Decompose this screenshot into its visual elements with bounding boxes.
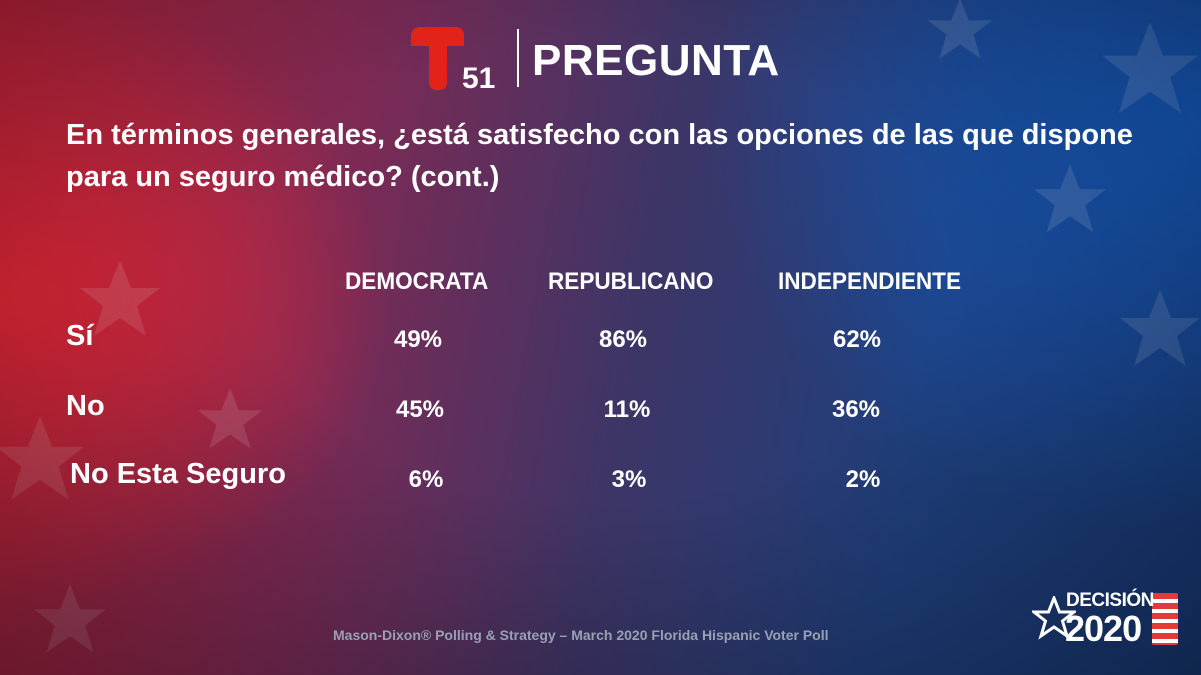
cell-no-democrata: 45% (395, 396, 445, 423)
star-icon (1032, 596, 1076, 640)
decision-2020-badge: DECISIÓN 2020 (1032, 590, 1178, 649)
badge-label: DECISIÓN (1066, 590, 1154, 611)
cell-no-republicano: 11% (603, 396, 651, 423)
question-text: En términos generales, ¿está satisfecho … (66, 119, 1133, 193)
telemundo-51-logo: 51 (411, 27, 495, 92)
cell-si-republicano: 86% (598, 326, 648, 353)
footer-source: Mason-Dixon® Polling & Strategy – March … (333, 627, 829, 643)
badge-year: 2020 (1065, 608, 1142, 649)
flag-stripes (1152, 593, 1178, 645)
column-header-democrata: DEMOCRATA (345, 268, 489, 295)
cell-noseguro-democrata: 6% (408, 466, 444, 493)
column-header-republicano: REPUBLICANO (548, 268, 714, 295)
cell-noseguro-independiente: 2% (845, 466, 881, 493)
cell-noseguro-republicano: 3% (611, 466, 647, 493)
row-label-si: Sí (66, 320, 94, 352)
logo-number: 51 (462, 62, 495, 92)
column-header-independiente: INDEPENDIENTE (778, 268, 962, 295)
cell-no-independiente: 36% (831, 396, 881, 423)
cell-si-democrata: 49% (393, 326, 443, 353)
cell-si-independiente: 62% (832, 326, 882, 353)
page-title: PREGUNTA (532, 36, 780, 85)
row-label-no: No (66, 390, 105, 422)
row-label-no-esta-seguro: No Esta Seguro (70, 458, 286, 490)
header-divider (517, 29, 519, 87)
